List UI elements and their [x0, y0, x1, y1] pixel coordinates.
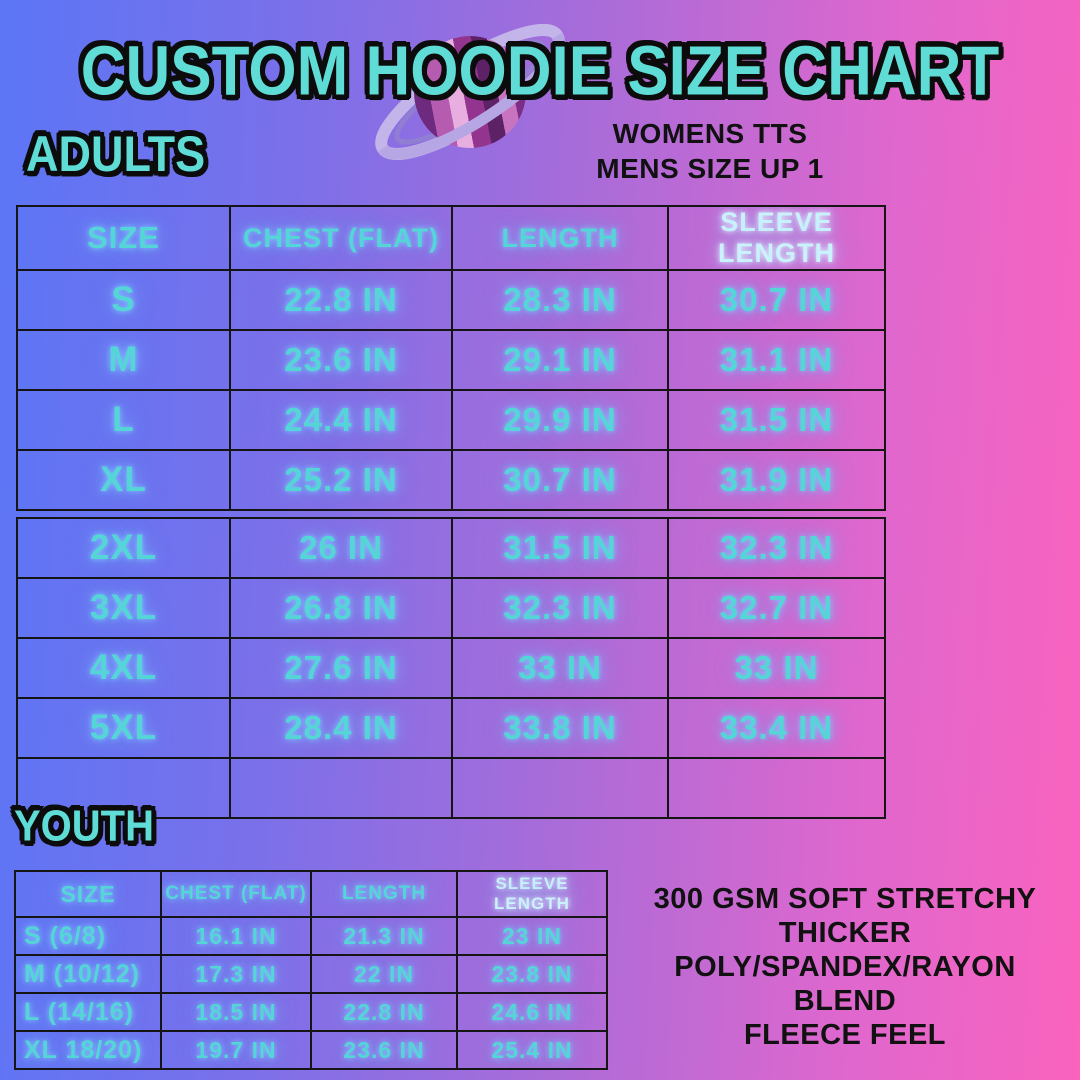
youth-size-table: SIZE CHEST (FLAT) LENGTH SLEEVE LENGTH S…	[14, 870, 608, 1070]
chest-cell: 17.3 IN	[160, 954, 312, 994]
size-cell: 5XL	[16, 697, 231, 759]
fit-note-line-womens: WOMENS TTS	[612, 118, 808, 149]
youth-section-heading: YOUTH	[14, 801, 154, 851]
saturn-planet-icon	[375, 24, 565, 160]
size-cell: M (10/12)	[14, 954, 162, 994]
sleeve-cell: 25.4 IN	[456, 1030, 608, 1070]
length-cell: 28.3 IN	[451, 269, 669, 331]
chest-cell: 16.1 IN	[160, 916, 312, 956]
size-cell: L	[16, 389, 231, 451]
youth-size-chart: SIZE CHEST (FLAT) LENGTH SLEEVE LENGTH S…	[14, 870, 608, 1070]
size-cell: 3XL	[16, 577, 231, 639]
table-row: M 23.6 IN 29.1 IN 31.1 IN	[16, 329, 886, 391]
table-row: XL 25.2 IN 30.7 IN 31.9 IN	[16, 449, 886, 511]
chest-cell	[229, 757, 453, 819]
length-cell: 30.7 IN	[451, 449, 669, 511]
column-header-sleeve-length: SLEEVE LENGTH	[456, 870, 608, 918]
chest-cell: 18.5 IN	[160, 992, 312, 1032]
size-cell: S (6/8)	[14, 916, 162, 956]
header-row: SIZE CHEST (FLAT) LENGTH SLEEVE LENGTH	[16, 205, 886, 271]
chest-cell: 25.2 IN	[229, 449, 453, 511]
adults-size-table-upper: SIZE CHEST (FLAT) LENGTH SLEEVE LENGTH S…	[16, 205, 886, 511]
table-row-empty	[16, 757, 886, 819]
sleeve-cell: 32.7 IN	[667, 577, 886, 639]
size-cell: XL	[16, 449, 231, 511]
size-cell: M	[16, 329, 231, 391]
table-row: 4XL 27.6 IN 33 IN 33 IN	[16, 637, 886, 699]
sleeve-cell: 33 IN	[667, 637, 886, 699]
table-row: L (14/16) 18.5 IN 22.8 IN 24.6 IN	[14, 992, 608, 1032]
table-row: S 22.8 IN 28.3 IN 30.7 IN	[16, 269, 886, 331]
length-cell: 31.5 IN	[451, 517, 669, 579]
sleeve-cell: 23.8 IN	[456, 954, 608, 994]
length-cell: 29.9 IN	[451, 389, 669, 451]
table-row: 3XL 26.8 IN 32.3 IN 32.7 IN	[16, 577, 886, 639]
page-title: CUSTOM HOODIE SIZE CHART	[80, 32, 1000, 111]
fabric-note-line: POLY/SPANDEX/RAYON BLEND	[674, 951, 1016, 1017]
sleeve-cell: 23 IN	[456, 916, 608, 956]
adults-size-table-lower: 2XL 26 IN 31.5 IN 32.3 IN 3XL 26.8 IN 32…	[16, 517, 886, 819]
table-row: S (6/8) 16.1 IN 21.3 IN 23 IN	[14, 916, 608, 956]
header-row: SIZE CHEST (FLAT) LENGTH SLEEVE LENGTH	[14, 870, 608, 918]
fit-note-line-mens: MENS SIZE UP 1	[596, 153, 824, 184]
chest-cell: 28.4 IN	[229, 697, 453, 759]
length-cell: 33 IN	[451, 637, 669, 699]
length-cell: 29.1 IN	[451, 329, 669, 391]
column-header-sleeve-length: SLEEVE LENGTH	[667, 205, 886, 271]
length-cell: 22 IN	[310, 954, 458, 994]
sleeve-cell	[667, 757, 886, 819]
table-row: 5XL 28.4 IN 33.8 IN 33.4 IN	[16, 697, 886, 759]
column-header-size: SIZE	[16, 205, 231, 271]
fabric-note: 300 GSM SOFT STRETCHY THICKER POLY/SPAND…	[630, 882, 1060, 1052]
chest-cell: 27.6 IN	[229, 637, 453, 699]
sleeve-cell: 31.1 IN	[667, 329, 886, 391]
chest-cell: 19.7 IN	[160, 1030, 312, 1070]
chest-cell: 26.8 IN	[229, 577, 453, 639]
length-cell: 21.3 IN	[310, 916, 458, 956]
column-header-chest: CHEST (FLAT)	[160, 870, 312, 918]
size-cell: 2XL	[16, 517, 231, 579]
table-row: 2XL 26 IN 31.5 IN 32.3 IN	[16, 517, 886, 579]
size-cell	[16, 757, 231, 819]
column-header-chest: CHEST (FLAT)	[229, 205, 453, 271]
fabric-note-line: 300 GSM SOFT STRETCHY	[653, 883, 1037, 915]
length-cell: 32.3 IN	[451, 577, 669, 639]
chest-cell: 23.6 IN	[229, 329, 453, 391]
chest-cell: 24.4 IN	[229, 389, 453, 451]
column-header-length: LENGTH	[451, 205, 669, 271]
fabric-note-line: THICKER	[778, 917, 912, 949]
size-cell: L (14/16)	[14, 992, 162, 1032]
chest-cell: 26 IN	[229, 517, 453, 579]
table-row: L 24.4 IN 29.9 IN 31.5 IN	[16, 389, 886, 451]
chest-cell: 22.8 IN	[229, 269, 453, 331]
size-cell: 4XL	[16, 637, 231, 699]
fit-note: WOMENS TTS MENS SIZE UP 1	[545, 116, 875, 186]
sleeve-cell: 31.9 IN	[667, 449, 886, 511]
column-header-size: SIZE	[14, 870, 162, 918]
column-header-length: LENGTH	[310, 870, 458, 918]
sleeve-cell: 33.4 IN	[667, 697, 886, 759]
length-cell: 22.8 IN	[310, 992, 458, 1032]
fabric-note-line: FLEECE FEEL	[743, 1019, 947, 1051]
sleeve-cell: 32.3 IN	[667, 517, 886, 579]
adults-size-chart: SIZE CHEST (FLAT) LENGTH SLEEVE LENGTH S…	[16, 205, 886, 819]
table-row: XL 18/20) 19.7 IN 23.6 IN 25.4 IN	[14, 1030, 608, 1070]
sleeve-cell: 30.7 IN	[667, 269, 886, 331]
sleeve-cell: 31.5 IN	[667, 389, 886, 451]
length-cell: 23.6 IN	[310, 1030, 458, 1070]
size-cell: XL 18/20)	[14, 1030, 162, 1070]
length-cell: 33.8 IN	[451, 697, 669, 759]
sleeve-cell: 24.6 IN	[456, 992, 608, 1032]
table-row: M (10/12) 17.3 IN 22 IN 23.8 IN	[14, 954, 608, 994]
size-cell: S	[16, 269, 231, 331]
adults-section-heading: ADULTS	[26, 124, 206, 182]
length-cell	[451, 757, 669, 819]
